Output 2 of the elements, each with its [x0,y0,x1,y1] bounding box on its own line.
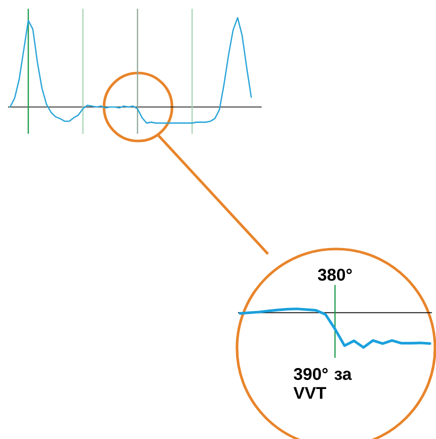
text: 390° за VVT [294,368,352,399]
text: 380° [318,268,352,281]
